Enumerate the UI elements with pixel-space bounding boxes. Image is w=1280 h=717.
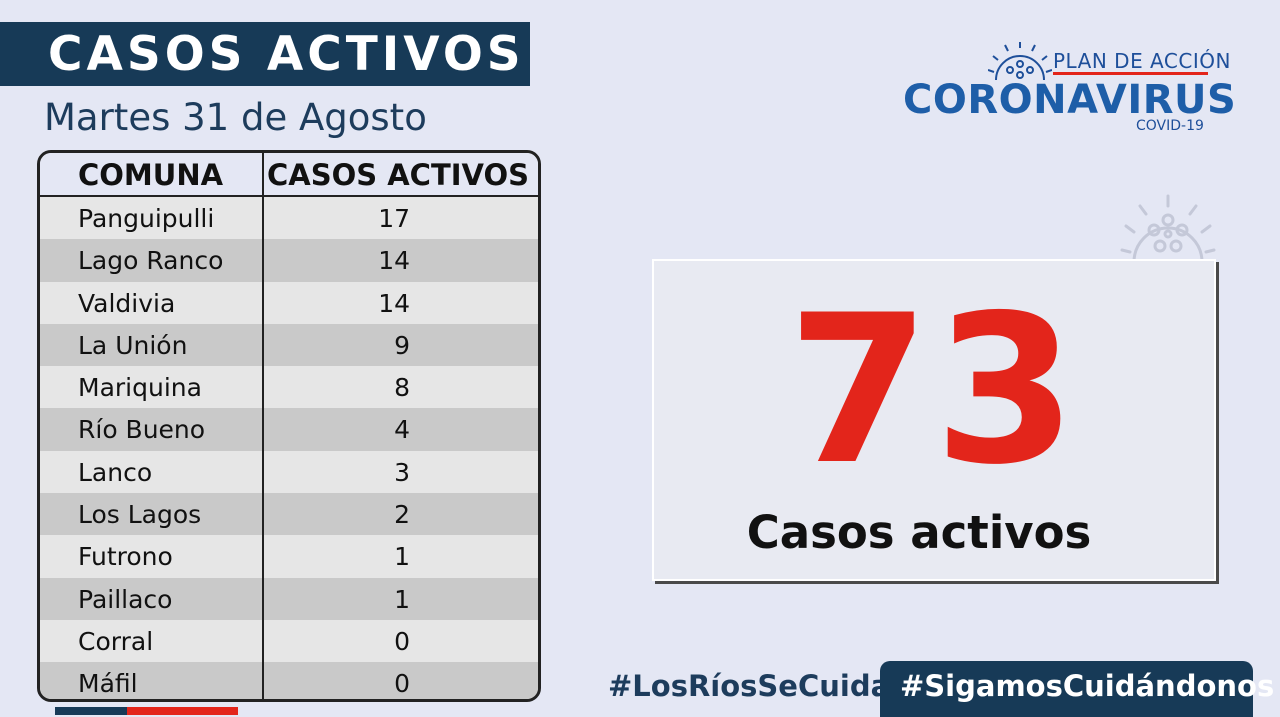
- table-row: Panguipulli 17: [40, 197, 538, 240]
- comuna-cell: Los Lagos: [40, 493, 264, 536]
- comuna-cell: Paillaco: [40, 577, 264, 620]
- casos-cell: 0: [394, 669, 410, 699]
- casos-cell: 4: [394, 415, 410, 445]
- comuna-cell: Mariquina: [40, 366, 264, 409]
- hashtag-sigamos: #SigamosCuidándonos: [900, 669, 1275, 703]
- date-subtitle: Martes 31 de Agosto: [44, 96, 427, 139]
- casos-cell: 14: [378, 288, 410, 318]
- comuna-cell: Río Bueno: [40, 408, 264, 451]
- stripe-navy: [55, 707, 127, 715]
- table-row: Máfil 0: [40, 662, 538, 699]
- casos-cell: 1: [394, 542, 410, 572]
- table-row: Valdivia 14: [40, 281, 538, 324]
- table-row: Lago Ranco 14: [40, 239, 538, 282]
- comuna-cell: La Unión: [40, 323, 264, 367]
- comuna-cell: Corral: [40, 619, 264, 663]
- table-row: Los Lagos 2: [40, 493, 538, 536]
- table-row: Río Bueno 4: [40, 408, 538, 451]
- table-header: COMUNA CASOS ACTIVOS: [40, 153, 538, 197]
- hashtag-los-rios: #LosRíosSeCuida: [608, 669, 891, 703]
- table-body: Panguipulli 17 Lago Ranco 14 Valdivia 14 La…: [40, 197, 538, 699]
- casos-cell: 3: [394, 457, 410, 487]
- logo-plan-text: PLAN DE ACCIÓN: [1053, 49, 1231, 73]
- logo-underline: [1053, 72, 1208, 75]
- color-stripe: [55, 707, 238, 715]
- comuna-cell: Lago Ranco: [40, 239, 264, 282]
- virus-watermark-icon: [1120, 194, 1216, 262]
- virus-icon: [988, 42, 1052, 81]
- total-active-cases: 73: [787, 272, 1081, 510]
- comuna-cell: Panguipulli: [40, 197, 264, 240]
- table-row: Corral 0: [40, 619, 538, 663]
- comuna-cell: Valdivia: [40, 281, 264, 324]
- table-row: Futrono 1: [40, 535, 538, 578]
- casos-cell: 8: [394, 373, 410, 403]
- page-title: CASOS ACTIVOS: [48, 27, 525, 82]
- table-row: Paillaco 1: [40, 577, 538, 620]
- logo-coronavirus-text: CORONAVIRUS: [903, 77, 1237, 123]
- column-header-comuna: COMUNA: [40, 153, 264, 195]
- cases-table: COMUNA CASOS ACTIVOS Panguipulli 17 Lago …: [37, 150, 541, 702]
- comuna-cell: Máfil: [40, 662, 264, 699]
- total-card: 73 Casos activos: [652, 259, 1216, 581]
- casos-cell: 14: [378, 246, 410, 276]
- casos-cell: 17: [378, 204, 410, 233]
- comuna-cell: Futrono: [40, 535, 264, 578]
- casos-cell: 2: [394, 500, 410, 530]
- total-label: Casos activos: [746, 506, 1092, 559]
- column-header-casos: CASOS ACTIVOS: [266, 158, 530, 192]
- stripe-red: [127, 707, 238, 715]
- table-row: La Unión 9: [40, 323, 538, 367]
- plan-coronavirus-logo: PLAN DE ACCIÓN CORONAVIRUS COVID-19: [900, 40, 1236, 140]
- casos-cell: 0: [394, 626, 410, 656]
- table-row: Mariquina 8: [40, 366, 538, 409]
- logo-covid-text: COVID-19: [1136, 118, 1204, 134]
- casos-cell: 1: [394, 584, 410, 614]
- comuna-cell: Lanco: [40, 450, 264, 494]
- title-bar: [0, 22, 530, 86]
- casos-cell: 9: [394, 330, 410, 360]
- hashtag-banner: [880, 661, 1253, 717]
- table-row: Lanco 3: [40, 450, 538, 494]
